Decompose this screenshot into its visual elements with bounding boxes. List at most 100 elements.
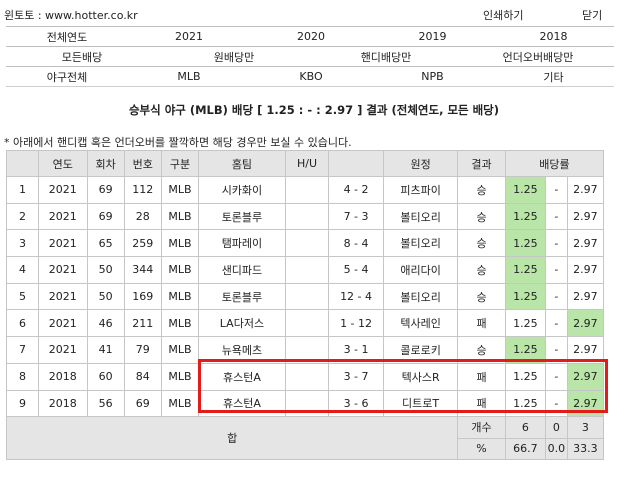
table-row: 6 2021 46 211 MLB LA다저스 1 - 12 텍사레인 패 1.25-2.97: [5, 309, 605, 338]
table-header-row: 연도 회차 번호 구분 홈팀 H/U 원정 결과 배당률: [5, 150, 605, 177]
league-filter-table: 야구전체 MLB KBO NPB 기타: [6, 66, 614, 87]
hu-cell[interactable]: [284, 336, 330, 364]
score-cell: 8 - 4: [328, 229, 384, 258]
round-cell: 41: [86, 336, 125, 364]
away-team-cell[interactable]: 볼티오리: [382, 202, 459, 231]
home-team-cell[interactable]: LA다저스: [198, 309, 286, 338]
home-team-cell[interactable]: 토론블루: [198, 202, 286, 231]
hu-cell[interactable]: [284, 282, 330, 311]
year-cell: 2021: [38, 309, 88, 338]
away-team-cell[interactable]: 볼티오리: [382, 282, 459, 311]
summary-pct-row: % 66.7 0.0 33.3: [7, 437, 605, 461]
year-cell: 2021: [38, 176, 88, 204]
result-cell: 패: [457, 362, 506, 391]
league-filter-npb[interactable]: NPB: [372, 66, 493, 87]
result-cell: 승: [457, 282, 506, 311]
away-team-cell[interactable]: 텍사스R: [382, 362, 459, 391]
col-header-type: 구분: [160, 150, 200, 177]
col-header-home: 홈팀: [198, 150, 286, 177]
year-filter-2018[interactable]: 2018: [493, 26, 614, 47]
bet-type-under-over[interactable]: 언더오버배당만: [462, 46, 614, 67]
year-cell: 2021: [38, 256, 88, 284]
away-team-cell[interactable]: 디트로T: [382, 389, 459, 418]
year-cell: 2021: [38, 282, 88, 311]
odds-lose-cell: 2.97: [566, 389, 605, 418]
hu-cell[interactable]: [284, 256, 330, 284]
away-team-cell[interactable]: 콜로로키: [382, 336, 459, 364]
result-cell: 승: [457, 336, 506, 364]
row-number: 1: [5, 176, 40, 204]
year-filter-row: 전체연도 2021 2020 2019 2018: [6, 26, 614, 47]
table-row: 1 2021 69 112 MLB 시카화이 4 - 2 피츠파이 승 1.25-2.97: [5, 176, 605, 204]
col-header-hu: H/U: [284, 150, 330, 177]
game-number-cell: 28: [123, 202, 162, 231]
odds-lose-cell: 2.97: [566, 336, 605, 364]
bet-type-original[interactable]: 원배당만: [158, 46, 310, 67]
pct-draw: 0.0: [545, 437, 568, 461]
round-cell: 56: [86, 389, 125, 418]
league-filter-etc[interactable]: 기타: [493, 66, 614, 87]
hu-cell[interactable]: [284, 362, 330, 391]
league-filter-kbo[interactable]: KBO: [250, 66, 372, 87]
league-filter-mlb[interactable]: MLB: [128, 66, 250, 87]
table-row: 9 2018 56 69 MLB 휴스턴A 3 - 6 디트로T 패 1.25-2.97: [5, 389, 605, 418]
home-team-cell[interactable]: 휴스턴A: [198, 362, 286, 391]
hu-cell[interactable]: [284, 229, 330, 258]
table-row: 5 2021 50 169 MLB 토론블루 12 - 4 볼티오리 승 1.25-2.97: [5, 282, 605, 311]
hu-cell[interactable]: [284, 309, 330, 338]
type-cell: MLB: [160, 336, 200, 364]
home-team-cell[interactable]: 탬파레이: [198, 229, 286, 258]
league-filter-all[interactable]: 야구전체: [6, 66, 128, 87]
home-team-cell[interactable]: 뉴욕메츠: [198, 336, 286, 364]
game-number-cell: 69: [123, 389, 162, 418]
odds-win-cell: 1.25: [504, 309, 547, 338]
home-team-cell[interactable]: 시카화이: [198, 176, 286, 204]
row-number: 7: [5, 336, 40, 364]
game-number-cell: 84: [123, 362, 162, 391]
year-filter-all[interactable]: 전체연도: [6, 26, 128, 47]
year-filter-2020[interactable]: 2020: [250, 26, 372, 47]
row-number: 2: [5, 202, 40, 231]
hu-cell[interactable]: [284, 389, 330, 418]
hu-cell[interactable]: [284, 202, 330, 231]
type-cell: MLB: [160, 256, 200, 284]
result-cell: 승: [457, 202, 506, 231]
odds-lose-cell: 2.97: [566, 202, 605, 231]
instruction-note: * 아래에서 핸디캡 혹은 언더오버를 짤깍하면 해당 경우만 보실 수 있습니…: [4, 136, 352, 149]
year-cell: 2021: [38, 336, 88, 364]
bet-type-all[interactable]: 모든배당: [6, 46, 158, 67]
away-team-cell[interactable]: 피츠파이: [382, 176, 459, 204]
col-header-away: 원정: [382, 150, 459, 177]
filter-table: 전체연도 2021 2020 2019 2018: [6, 26, 614, 47]
col-header-odds: 배당률: [504, 150, 605, 177]
bet-type-handicap[interactable]: 핸디배당만: [310, 46, 462, 67]
away-team-cell[interactable]: 애리다이: [382, 256, 459, 284]
print-link[interactable]: 인쇄하기: [483, 9, 524, 22]
round-cell: 50: [86, 256, 125, 284]
odds-win-cell: 1.25: [504, 229, 547, 258]
odds-draw-cell: -: [545, 229, 568, 258]
away-team-cell[interactable]: 텍사레인: [382, 309, 459, 338]
type-cell: MLB: [160, 176, 200, 204]
home-team-cell[interactable]: 샌디파드: [198, 256, 286, 284]
home-team-cell[interactable]: 휴스턴A: [198, 389, 286, 418]
type-cell: MLB: [160, 362, 200, 391]
close-link[interactable]: 닫기: [582, 9, 603, 22]
col-header-round: 회차: [86, 150, 125, 177]
col-header-year: 연도: [38, 150, 88, 177]
result-cell: 승: [457, 256, 506, 284]
odds-win-cell: 1.25: [504, 362, 547, 391]
score-cell: 12 - 4: [328, 282, 384, 311]
result-cell: 승: [457, 229, 506, 258]
round-cell: 69: [86, 176, 125, 204]
count-lose: 3: [566, 416, 605, 439]
hu-cell[interactable]: [284, 176, 330, 204]
away-team-cell[interactable]: 볼티오리: [382, 229, 459, 258]
year-filter-2021[interactable]: 2021: [128, 26, 250, 47]
row-number: 9: [5, 389, 40, 418]
year-filter-2019[interactable]: 2019: [372, 26, 493, 47]
odds-lose-cell: 2.97: [566, 256, 605, 284]
odds-lose-cell: 2.97: [566, 176, 605, 204]
odds-win-cell: 1.25: [504, 256, 547, 284]
home-team-cell[interactable]: 토론블루: [198, 282, 286, 311]
